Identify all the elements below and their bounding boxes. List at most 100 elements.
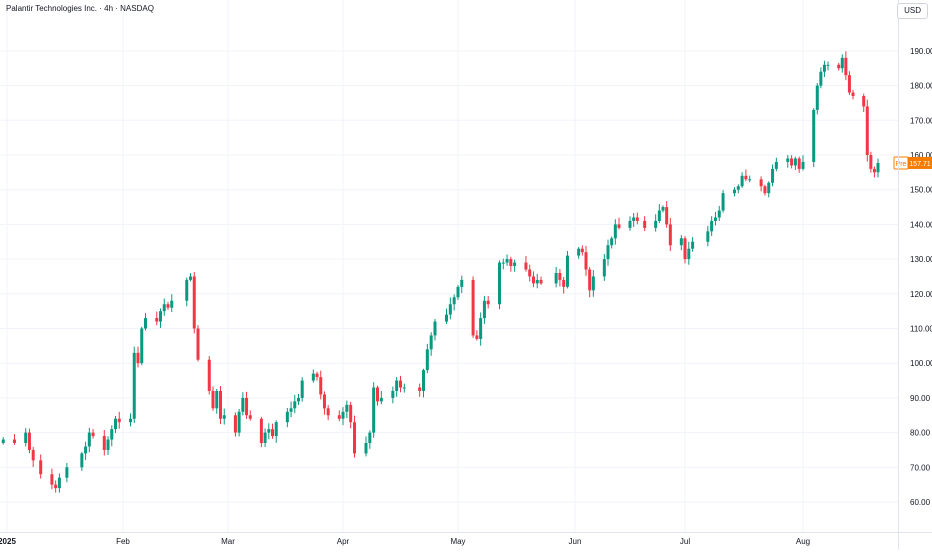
symbol-title[interactable]: Palantir Technologies Inc. · 4h · NASDAQ bbox=[6, 4, 154, 13]
candle bbox=[505, 254, 509, 266]
candle bbox=[129, 413, 132, 427]
candle bbox=[372, 382, 376, 438]
candle-body bbox=[539, 279, 543, 284]
candle bbox=[39, 454, 43, 479]
candle bbox=[643, 216, 647, 232]
candle bbox=[166, 301, 170, 310]
candle-body bbox=[606, 245, 610, 260]
candle-body bbox=[498, 262, 502, 305]
candle bbox=[271, 423, 275, 439]
candle-body bbox=[683, 238, 687, 260]
candle bbox=[50, 468, 54, 490]
candle-body bbox=[129, 418, 132, 423]
candle bbox=[27, 428, 31, 454]
candle-body bbox=[869, 155, 873, 169]
candle bbox=[196, 325, 200, 362]
candle bbox=[577, 247, 581, 259]
price-tick-label: 70.00 bbox=[910, 463, 931, 472]
price-tick-label: 130.00 bbox=[910, 255, 932, 264]
candle bbox=[391, 386, 395, 404]
candle-body bbox=[501, 262, 505, 264]
candle-body bbox=[189, 276, 192, 280]
time-axis: 2025 Feb Mar Apr May Jun Jul Aug bbox=[0, 537, 810, 546]
candle-body bbox=[554, 272, 558, 284]
candle-body bbox=[27, 432, 31, 450]
candle-body bbox=[54, 484, 58, 489]
candle bbox=[399, 375, 402, 393]
candle bbox=[263, 428, 267, 448]
candle-body bbox=[326, 408, 330, 416]
candle bbox=[584, 245, 588, 276]
currency-button[interactable]: USD bbox=[897, 3, 928, 19]
candle-body bbox=[763, 186, 767, 194]
candle bbox=[425, 343, 429, 374]
candle-body bbox=[271, 429, 275, 437]
candle-body bbox=[80, 453, 84, 468]
candle bbox=[865, 99, 869, 162]
candle-body bbox=[24, 432, 28, 444]
candle bbox=[668, 218, 672, 252]
candle-body bbox=[395, 380, 399, 391]
candle-body bbox=[315, 373, 319, 378]
candle bbox=[57, 473, 61, 493]
candle bbox=[801, 155, 805, 171]
price-tick-label: 180.00 bbox=[910, 82, 932, 91]
candle bbox=[326, 405, 330, 421]
time-axis-divider bbox=[0, 532, 932, 533]
candle-body bbox=[364, 443, 368, 454]
price-tick-label: 110.00 bbox=[910, 325, 932, 334]
candle bbox=[233, 412, 237, 437]
candle bbox=[837, 62, 841, 71]
candle-body bbox=[399, 380, 402, 388]
candle bbox=[162, 298, 166, 316]
price-tick-label: 100.00 bbox=[910, 359, 932, 368]
candle-body bbox=[322, 394, 326, 409]
candle bbox=[207, 356, 211, 395]
candle-body bbox=[345, 404, 349, 412]
pre-market-label: Pre bbox=[896, 161, 907, 168]
candle-body bbox=[847, 75, 851, 93]
candle bbox=[402, 383, 406, 393]
candle-body bbox=[748, 179, 752, 181]
candle-body bbox=[311, 373, 315, 381]
time-tick-label: Jul bbox=[680, 537, 690, 546]
candle bbox=[740, 172, 744, 188]
candle bbox=[376, 385, 379, 406]
candle bbox=[513, 259, 517, 272]
candle-body bbox=[166, 304, 170, 308]
candle bbox=[31, 447, 35, 467]
candle bbox=[322, 391, 326, 415]
candle bbox=[869, 151, 873, 173]
candle-body bbox=[797, 158, 801, 169]
candle-body bbox=[132, 352, 136, 419]
candle-body bbox=[774, 161, 778, 169]
candle-body bbox=[170, 300, 174, 308]
candle-body bbox=[245, 397, 249, 416]
candle bbox=[159, 308, 162, 328]
candle bbox=[368, 430, 372, 449]
candle bbox=[822, 60, 826, 78]
candle-body bbox=[837, 64, 841, 69]
candle bbox=[300, 377, 304, 402]
candle-body bbox=[851, 92, 855, 97]
candle bbox=[54, 480, 58, 493]
candle-body bbox=[237, 411, 241, 433]
candle bbox=[422, 368, 425, 398]
candle-body bbox=[211, 390, 215, 409]
candle-body bbox=[215, 390, 219, 409]
candle-body bbox=[661, 207, 665, 211]
candle bbox=[774, 157, 778, 172]
candle-body bbox=[300, 380, 304, 398]
candle-body bbox=[319, 377, 323, 395]
candle-body bbox=[876, 162, 880, 173]
candle-body bbox=[341, 411, 345, 419]
candle bbox=[528, 264, 532, 282]
candle-body bbox=[635, 217, 639, 221]
candle bbox=[445, 308, 448, 324]
candle bbox=[617, 217, 621, 230]
candle-body bbox=[222, 415, 226, 419]
candle bbox=[345, 400, 349, 419]
candle bbox=[844, 51, 848, 81]
